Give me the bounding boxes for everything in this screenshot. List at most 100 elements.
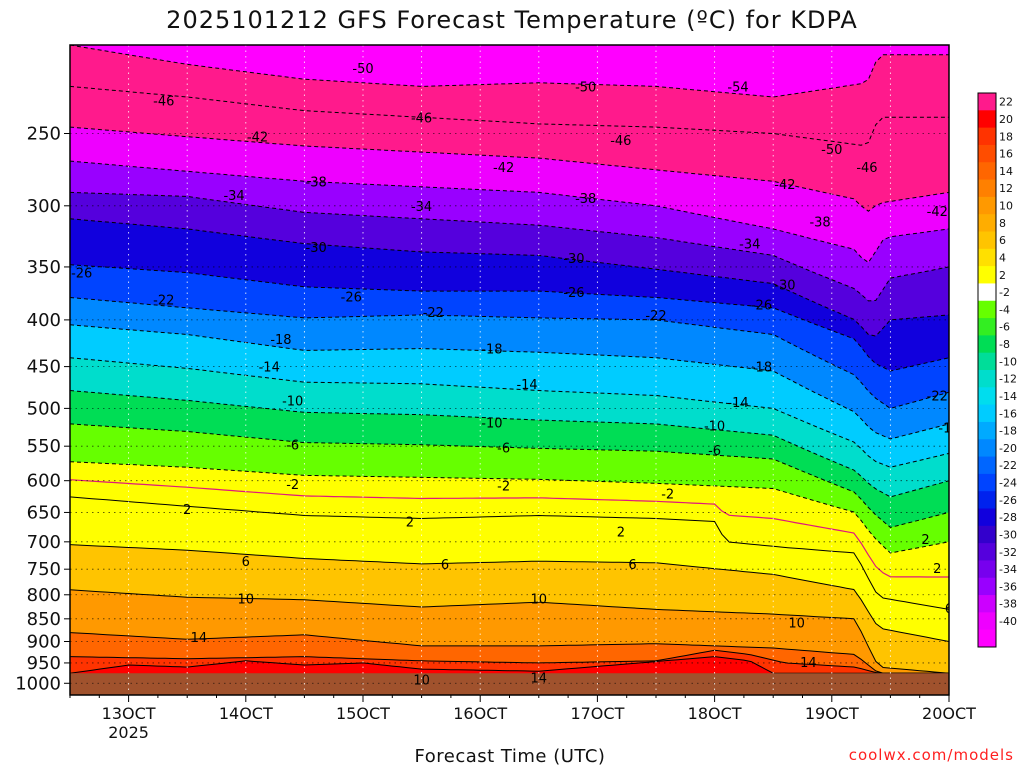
colorbar-swatch [978, 387, 996, 406]
y-tick-label: 500 [27, 398, 61, 419]
chart-title: 2025101212 GFS Forecast Temperature (ºC)… [166, 6, 858, 34]
contour-label: -10 [282, 394, 303, 409]
colorbar-swatch [978, 595, 996, 613]
contour-line [70, 297, 949, 409]
colorbar-swatch [978, 352, 996, 371]
colorbar-swatch [978, 525, 996, 544]
colorbar-label: 18 [999, 130, 1013, 143]
colorbar-swatch [978, 162, 996, 181]
colorbar-label: 16 [999, 148, 1013, 161]
freezing-line [70, 479, 949, 578]
contour-label: 10 [238, 593, 255, 608]
contour-label: 2 [617, 525, 625, 540]
x-tick-label: 16OCT [453, 704, 507, 723]
contour-label: 14 [191, 631, 208, 646]
contour-label: -18 [270, 333, 291, 348]
colorbar-label: 10 [999, 200, 1013, 213]
y-tick-label: 900 [27, 631, 61, 652]
contour-label: -10 [704, 419, 725, 434]
colorbar-swatch [978, 248, 996, 267]
contour-label: -26 [341, 290, 362, 305]
contour-label: -2 [661, 488, 674, 503]
contour-label: -22 [927, 389, 948, 404]
contour-label: -46 [153, 94, 174, 109]
y-tick-label: 350 [27, 257, 61, 278]
contour-label: 14 [531, 671, 548, 686]
contour-label: 6 [628, 558, 636, 573]
contour-line [70, 264, 949, 372]
contour-label: 2 [183, 503, 191, 518]
contour-label: -2 [286, 478, 299, 493]
colorbar-swatch [978, 491, 996, 509]
contour-label: -6 [708, 444, 721, 459]
y-tick-label: 700 [27, 532, 61, 553]
colorbar-swatch [978, 144, 996, 163]
y-tick-label: 400 [27, 310, 61, 331]
colorbar-label: -2 [999, 286, 1010, 299]
colorbar-swatch [978, 93, 996, 111]
colorbar-swatch [978, 318, 996, 336]
colorbar-label: -6 [999, 321, 1010, 334]
contour-label: -22 [153, 294, 174, 309]
contour-label: -34 [411, 200, 432, 215]
contour-label: -18 [751, 361, 772, 376]
colorbar-label: -40 [999, 615, 1017, 628]
contour-label: 2 [921, 533, 929, 548]
contour-line [70, 218, 949, 337]
y-tick-label: 600 [27, 471, 61, 492]
contour-label: -54 [727, 80, 748, 95]
contour-label: -38 [809, 215, 830, 230]
colorbar-swatch [978, 214, 996, 232]
colorbar-swatch [978, 179, 996, 198]
colorbar-swatch [978, 335, 996, 354]
contour-label: -42 [493, 161, 514, 176]
colorbar-swatch [978, 404, 996, 423]
x-tick-label: 19OCT [805, 704, 859, 723]
contour-label: -18 [938, 422, 959, 437]
contour-label: -18 [481, 343, 502, 358]
colorbar-label: -22 [999, 459, 1017, 472]
contour-line [70, 649, 949, 674]
contour-label: 10 [531, 593, 548, 608]
contour-label: -10 [481, 416, 502, 431]
contour-label: -38 [575, 192, 596, 207]
colorbar-label: -26 [999, 494, 1017, 507]
y-tick-label: 650 [27, 502, 61, 523]
colorbar-label: -14 [999, 390, 1017, 403]
contour-line [70, 357, 949, 468]
contour-label: 2 [933, 562, 941, 577]
x-tick-label: 20OCT [922, 704, 976, 723]
contour-label: 6 [441, 558, 449, 573]
contour-line [70, 126, 949, 212]
contour-label: -46 [610, 134, 631, 149]
colorbar-label: -8 [999, 338, 1010, 351]
colorbar-swatch [978, 231, 996, 250]
contour-label: -50 [575, 80, 596, 95]
x-axis-title: Forecast Time (UTC) [414, 746, 606, 767]
colorbar-swatch [978, 543, 996, 561]
contour-line [70, 496, 949, 610]
contour-label: -26 [71, 267, 92, 282]
colorbar-label: -32 [999, 546, 1017, 559]
x-tick-label: 14OCT [219, 704, 273, 723]
colorbar-label: 22 [999, 96, 1013, 109]
colorbar-label: -20 [999, 442, 1017, 455]
contour-label: -42 [927, 205, 948, 220]
contour-label: -6 [497, 442, 510, 457]
colorbar-label: 8 [999, 217, 1006, 230]
x-tick-label: 15OCT [336, 704, 390, 723]
contour-label: 10 [413, 673, 430, 688]
contour-line [70, 45, 949, 98]
colorbar-swatch [978, 612, 996, 631]
colorbar-label: -12 [999, 373, 1017, 386]
colorbar-label: -38 [999, 598, 1017, 611]
colorbar-label: 12 [999, 182, 1013, 195]
y-tick-label: 450 [27, 357, 61, 378]
colorbar-swatch [978, 283, 996, 302]
x-tick-label: 13OCT [102, 704, 156, 723]
contour-line [70, 191, 949, 302]
y-tick-label: 950 [27, 653, 61, 674]
contour-label: -30 [306, 241, 327, 256]
contour-label: -30 [563, 252, 584, 267]
